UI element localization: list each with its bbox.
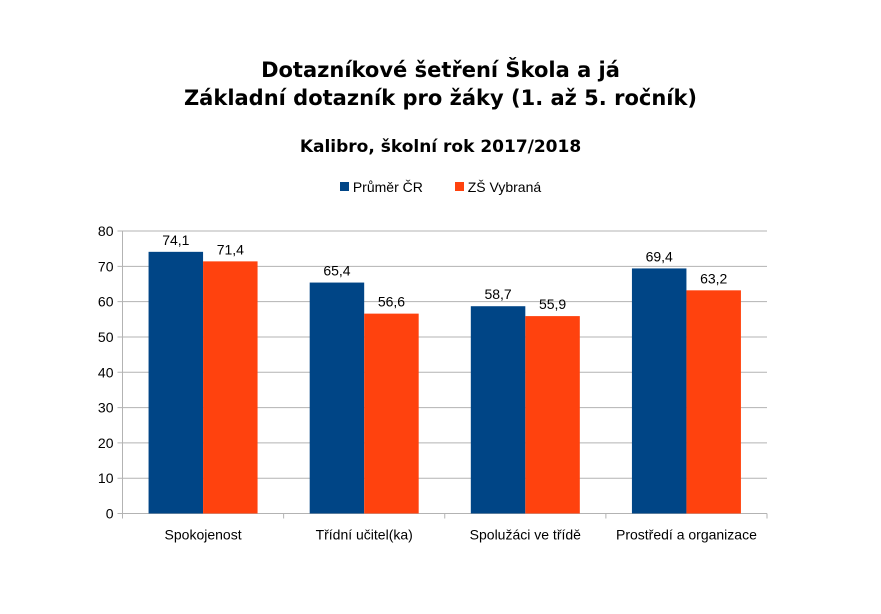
- bar: [525, 316, 580, 514]
- x-tick-label: Třídní učitel(ka): [316, 527, 413, 543]
- legend-label: ZŠ Vybraná: [467, 178, 542, 195]
- chart-subtitle: Kalibro, školní rok 2017/2018: [299, 137, 582, 157]
- data-label: 55,9: [539, 296, 566, 312]
- data-label: 63,2: [700, 270, 727, 286]
- y-tick-label: 20: [98, 435, 114, 451]
- y-tick-label: 10: [98, 470, 114, 486]
- data-label: 58,7: [484, 286, 511, 302]
- y-tick-label: 60: [98, 294, 114, 310]
- y-tick-label: 0: [106, 506, 114, 522]
- x-tick-label: Spokojenost: [165, 527, 242, 543]
- bar: [148, 251, 204, 514]
- y-tick-label: 30: [98, 400, 114, 416]
- chart-title: Dotazníkové šetření Škola a já: [261, 58, 620, 82]
- bar: [686, 290, 741, 514]
- y-tick-label: 50: [98, 329, 114, 345]
- legend-swatch: [454, 182, 464, 191]
- bar: [203, 261, 258, 514]
- y-tick-label: 80: [98, 223, 114, 239]
- data-label: 65,4: [323, 263, 350, 279]
- legend-item-prumer-cr: Průměr ČR: [339, 178, 423, 195]
- bar: [631, 268, 687, 514]
- legend-swatch: [339, 182, 349, 191]
- legend-item-zs-vybrana: ZŠ Vybraná: [454, 178, 542, 195]
- x-tick-label: Prostředí a organizace: [616, 527, 757, 543]
- chart-title-line2: Základní dotazník pro žáky (1. až 5. roč…: [183, 86, 698, 110]
- data-label: 71,4: [217, 241, 244, 257]
- legend: Průměr ČR ZŠ Vybraná: [0, 178, 881, 195]
- y-tick-label: 70: [98, 258, 114, 274]
- x-tick-label: Spolužáci ve třídě: [470, 527, 581, 543]
- bar: [309, 282, 365, 514]
- legend-label: Průměr ČR: [352, 178, 423, 195]
- data-label: 56,6: [378, 294, 405, 310]
- bar: [364, 313, 419, 514]
- y-tick-label: 40: [98, 364, 114, 380]
- data-label: 69,4: [646, 248, 673, 264]
- bar: [470, 306, 526, 514]
- data-label: 74,1: [162, 232, 189, 248]
